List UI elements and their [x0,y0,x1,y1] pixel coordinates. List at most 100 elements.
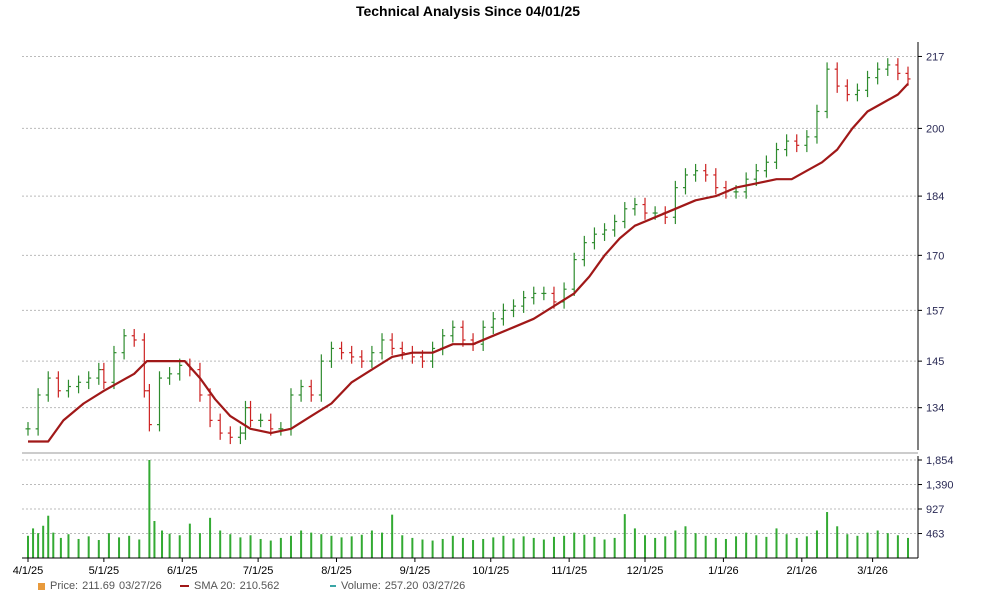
price-bar [854,83,860,102]
x-tick-label: 7/1/25 [243,565,274,577]
volume-legend-date: 03/27/26 [422,580,466,592]
price-tick-label: 145 [926,356,944,368]
price-bar [278,422,284,436]
volume-bar [886,533,889,558]
volume-bar [279,537,282,558]
price-bar [794,134,800,153]
x-tick-label: 6/1/25 [167,565,198,577]
price-bar [65,379,71,398]
volume-bar [785,534,788,558]
volume-bar [684,526,687,558]
volume-bar [805,536,808,558]
price-bar [612,214,618,237]
volume-tick-label: 1,390 [926,480,954,492]
volume-bar [876,530,879,558]
price-bar [298,379,304,402]
price-bar [96,362,102,385]
volume-bar [229,534,232,558]
x-tick-label: 9/1/25 [400,565,431,577]
volume-bar [654,537,657,558]
volume-bar [866,532,869,558]
price-bar [885,58,891,76]
volume-bar [451,535,454,558]
price-bar [45,371,51,402]
volume-bar [593,536,596,558]
volume-bar [603,539,606,558]
price-bar [349,345,355,364]
price-tick-label: 157 [926,305,944,317]
price-bar [662,206,668,225]
price-bar [672,180,678,225]
volume-tick-label: 927 [926,504,944,516]
volume-bar [461,537,464,558]
volume-bar [118,537,121,558]
volume-bar [52,532,55,558]
volume-bar [795,537,798,558]
price-bar [895,58,901,81]
volume-bar [153,520,156,558]
volume-bar [340,537,343,558]
price-tick-label: 200 [926,123,944,135]
volume-bar [198,533,201,558]
price-bar [561,282,567,309]
volume-bar [411,537,414,558]
price-bar [217,413,223,440]
price-bar [784,134,790,157]
volume-bar [239,537,242,558]
volume-legend-swatch [330,585,336,587]
volume-bar [492,537,495,558]
price-bar [622,202,628,229]
price-axis-ticks: 134 145 157 170 184 200 217 [918,51,944,415]
price-bar [824,62,830,119]
volume-bar [401,535,404,558]
price-bars [25,58,911,445]
price-tick-label: 184 [926,191,944,203]
legend-sma: SMA 20: 210.562 [180,578,279,594]
price-bar [682,168,688,195]
volume-tick-label: 463 [926,529,944,541]
volume-bar [573,532,576,558]
volume-bar [47,515,50,558]
price-legend-swatch [38,582,45,590]
price-bar [844,79,850,102]
volume-bar [310,532,313,558]
volume-bar [502,535,505,558]
volume-legend-label: Volume: [341,580,381,592]
price-bar [111,345,117,390]
price-bar [268,413,274,436]
volume-bar [907,537,909,558]
x-tick-label: 8/1/25 [321,565,352,577]
price-tick-label: 217 [926,51,944,63]
price-bar [541,286,547,301]
x-tick-label: 12/1/25 [627,565,664,577]
volume-bar [27,535,29,558]
price-bar [35,388,41,436]
sma-legend-swatch [180,585,189,587]
volume-bar [724,538,727,558]
price-grid [22,55,918,409]
price-bar [713,168,719,195]
volume-bar [704,535,707,558]
volume-bar [775,528,778,558]
volume-bar [259,538,262,558]
volume-bar [512,538,515,558]
price-bar [121,328,127,360]
price-bar [197,362,203,402]
volume-bar [532,537,535,558]
price-bar [430,341,436,368]
price-bar [693,163,699,182]
price-legend-date: 03/27/26 [118,580,162,592]
volume-bar [623,514,626,558]
volume-bar [42,525,45,558]
volume-bar [330,535,333,558]
price-bar [531,286,537,305]
price-bar [328,341,334,368]
volume-bar [633,528,636,558]
volume-tick-label: 1,854 [926,455,954,467]
price-bar [308,379,314,402]
volume-bar [421,539,424,558]
price-bar [774,142,780,170]
price-bar [865,70,871,98]
volume-bar [563,535,566,558]
x-tick-label: 1/1/26 [708,565,739,577]
